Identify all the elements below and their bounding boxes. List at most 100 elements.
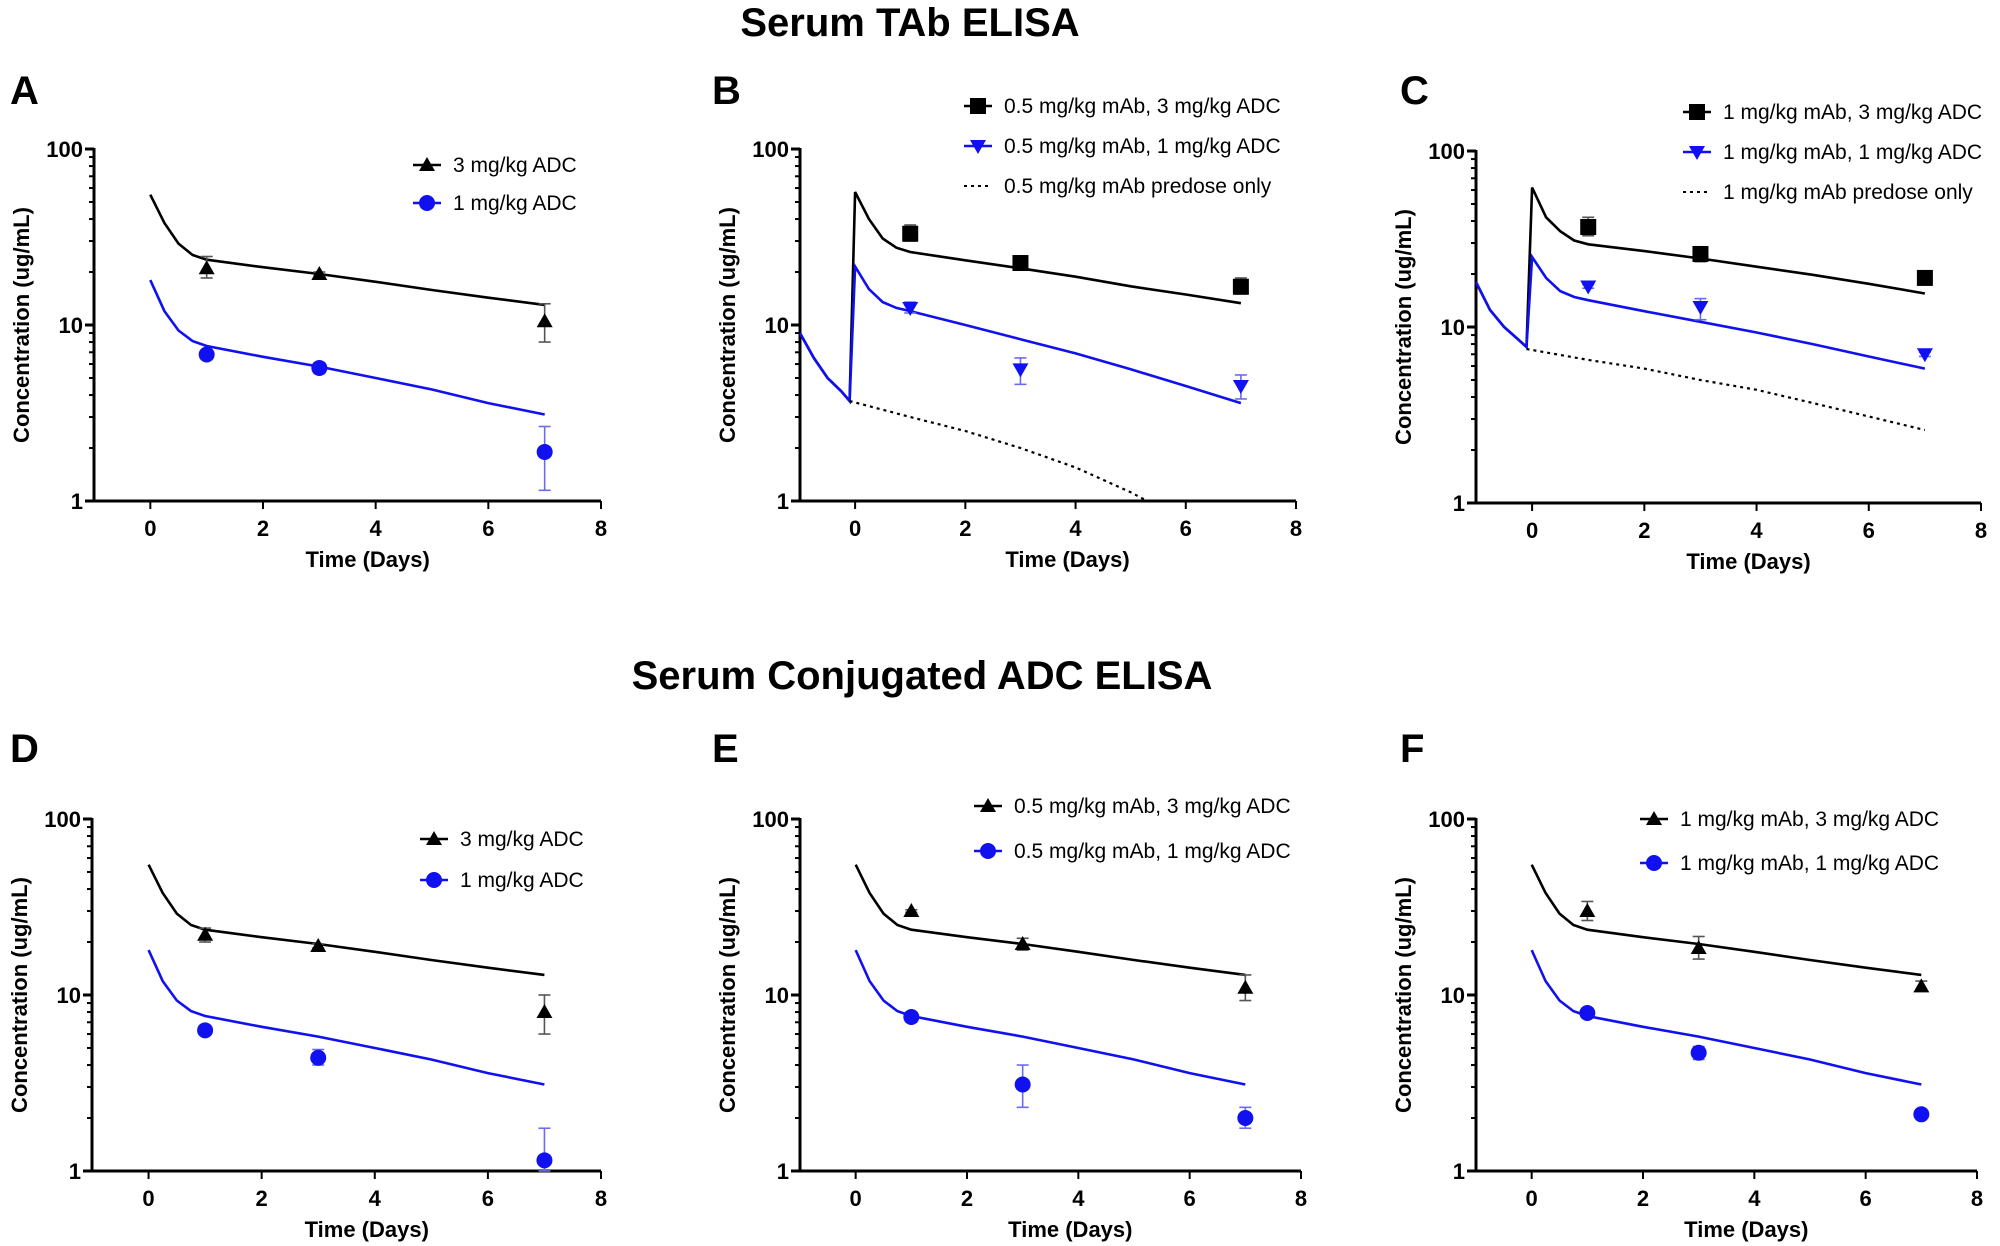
legend-label: 0.5 mg/kg mAb, 3 mg/kg ADC (1004, 95, 1281, 118)
legend-label: 1 mg/kg mAb, 1 mg/kg ADC (1680, 852, 1939, 875)
model-curve (1526, 347, 1926, 432)
x-tick-label: 8 (595, 516, 607, 541)
x-tick-label: 2 (1637, 1186, 1649, 1211)
legend-label: 1 mg/kg mAb, 3 mg/kg ADC (1723, 101, 1982, 124)
x-tick-label: 4 (1748, 1186, 1761, 1211)
legend-marker (980, 843, 996, 859)
data-point (310, 937, 327, 952)
x-tick-label: 0 (1526, 518, 1538, 543)
panel-letter: C (1400, 69, 1429, 113)
y-tick-label: 1 (71, 489, 83, 514)
model-curve (147, 949, 545, 1086)
panel-a: A 1 10 100 0 2 4 6 8 Time (Days) Concentration (ug… (9, 69, 607, 572)
y-tick-label: 100 (752, 137, 789, 162)
legend-entry: 3 mg/kg ADC (413, 154, 577, 177)
x-tick-label: 8 (1971, 1186, 1983, 1211)
panel-letter: A (10, 69, 39, 113)
legend-marker (419, 157, 435, 171)
legend-label: 1 mg/kg mAb, 1 mg/kg ADC (1723, 141, 1982, 164)
panel-c: C 1 10 100 0 2 4 6 8 Time (Days) Concentration (ug… (1391, 69, 1987, 574)
y-tick-label: 100 (44, 807, 81, 832)
x-tick-label: 6 (1860, 1186, 1872, 1211)
series-1 (1530, 949, 1930, 1123)
legend-label: 0.5 mg/kg mAb, 3 mg/kg ADC (1014, 795, 1291, 818)
legend-marker (419, 195, 435, 211)
data-point (310, 1049, 327, 1066)
data-point (903, 903, 920, 918)
x-axis-label: Time (Days) (1008, 1217, 1132, 1242)
x-tick-label: 2 (961, 1186, 973, 1211)
panel-letter: F (1400, 727, 1424, 771)
legend-marker (1646, 855, 1662, 871)
data-point (1692, 245, 1709, 262)
model-curve (149, 279, 545, 416)
x-tick-label: 8 (1975, 518, 1987, 543)
data-point (1237, 1110, 1254, 1127)
title-bottom: Serum Conjugated ADC ELISA (632, 654, 1213, 698)
y-tick-label: 10 (57, 983, 81, 1008)
data-point (197, 1022, 214, 1039)
y-tick-label: 10 (765, 983, 789, 1008)
y-tick-label: 100 (752, 807, 789, 832)
legend-marker (426, 831, 442, 845)
data-point (197, 926, 214, 941)
x-tick-label: 0 (142, 1186, 154, 1211)
x-tick-label: 2 (959, 516, 971, 541)
legend-label: 0.5 mg/kg mAb, 1 mg/kg ADC (1004, 135, 1281, 158)
x-tick-label: 4 (369, 1186, 382, 1211)
model-curve (854, 864, 1246, 977)
data-point (311, 359, 328, 376)
model-curve (147, 864, 545, 977)
legend-entry: 1 mg/kg mAb, 3 mg/kg ADC (1640, 808, 1939, 831)
series-1 (1474, 253, 1933, 370)
x-tick-label: 4 (1072, 1186, 1085, 1211)
series-0 (1530, 864, 1930, 993)
data-point (536, 1152, 553, 1169)
data-point (1690, 939, 1707, 954)
x-tick-label: 8 (1295, 1186, 1307, 1211)
legend-entry: 1 mg/kg ADC (420, 869, 584, 892)
x-tick-label: 8 (595, 1186, 607, 1211)
y-tick-label: 1 (777, 1159, 789, 1184)
x-tick-label: 0 (1526, 1186, 1538, 1211)
model-curve (798, 262, 1242, 405)
data-point (536, 443, 553, 460)
data-point (1690, 1044, 1707, 1061)
data-point (903, 1008, 920, 1025)
x-tick-label: 8 (1290, 516, 1302, 541)
series-1 (149, 279, 553, 492)
legend-entry: 0.5 mg/kg mAb predose only (964, 175, 1272, 198)
data-point (1579, 1005, 1596, 1022)
legend-label: 1 mg/kg mAb predose only (1723, 181, 1973, 204)
data-point (536, 313, 553, 328)
data-point (1916, 269, 1933, 286)
x-tick-label: 6 (1863, 518, 1875, 543)
panel-e: E 1 10 100 0 2 4 6 8 Time (Days) Concentration (ug… (712, 727, 1307, 1242)
x-tick-label: 6 (482, 1186, 494, 1211)
x-tick-label: 6 (1184, 1186, 1196, 1211)
x-axis-label: Time (Days) (1684, 1217, 1808, 1242)
x-tick-label: 2 (1638, 518, 1650, 543)
x-tick-label: 2 (256, 1186, 268, 1211)
y-tick-label: 10 (1441, 983, 1465, 1008)
data-point (902, 301, 919, 316)
legend-entry: 0.5 mg/kg mAb, 3 mg/kg ADC (974, 795, 1291, 818)
data-point (1014, 935, 1031, 950)
series-1 (147, 949, 553, 1172)
series-0 (147, 864, 553, 1035)
data-point (1580, 218, 1597, 235)
model-curve (849, 399, 1148, 502)
legend-marker (1689, 104, 1705, 120)
data-point (536, 1004, 553, 1019)
x-tick-label: 4 (370, 516, 383, 541)
data-point (198, 260, 215, 275)
x-tick-label: 0 (849, 516, 861, 541)
y-tick-label: 100 (1428, 807, 1465, 832)
legend-label: 1 mg/kg ADC (460, 869, 584, 892)
panel-f: F 1 10 100 0 2 4 6 8 Time (Days) Concentration (ug… (1391, 727, 1983, 1242)
legend-label: 0.5 mg/kg mAb predose only (1004, 175, 1272, 198)
y-tick-label: 1 (1453, 1159, 1465, 1184)
series-1 (798, 262, 1249, 405)
data-point (198, 346, 215, 363)
